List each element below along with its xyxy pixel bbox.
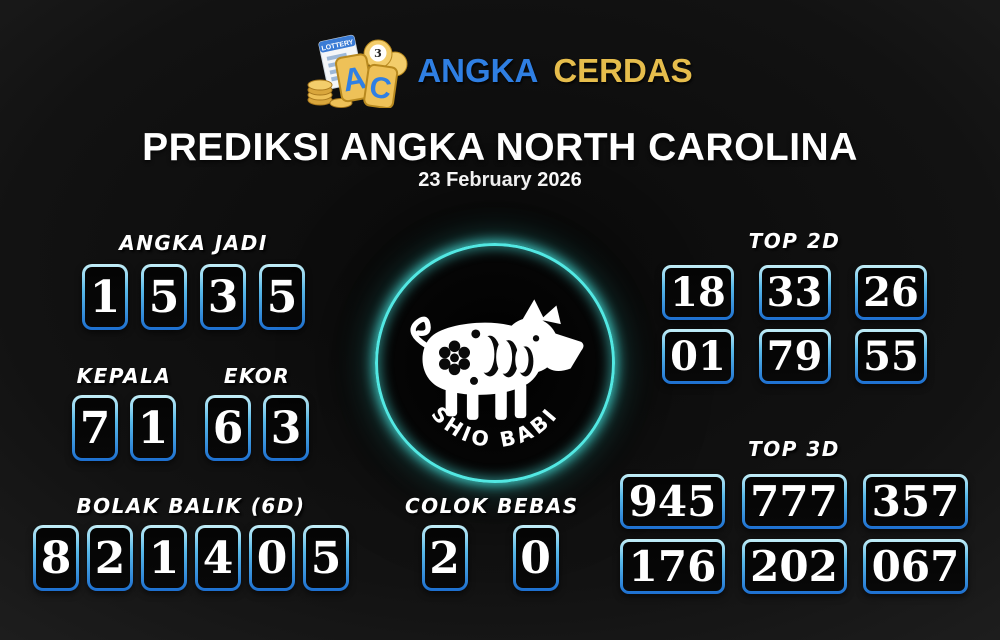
digit-box: 1 — [82, 264, 128, 330]
number-box: 357 — [863, 474, 968, 529]
number-value: 33 — [766, 269, 823, 316]
number-value: 067 — [871, 542, 960, 591]
digit-box: 3 — [263, 395, 309, 461]
section-kepala: KEPALA 7 1 — [72, 364, 176, 461]
number-value: 202 — [750, 542, 838, 591]
number-box: 01 — [662, 329, 734, 384]
number-box: 202 — [742, 539, 847, 594]
digit-value: 1 — [89, 271, 121, 323]
digit-value: 6 — [212, 402, 244, 454]
number-box: 33 — [759, 265, 831, 320]
coins-icon — [307, 79, 353, 108]
number-box: 945 — [620, 474, 725, 529]
digit-box: 3 — [200, 264, 246, 330]
number-value: 26 — [863, 269, 919, 316]
digit-value: 8 — [40, 532, 72, 584]
digit-box: 7 — [72, 395, 118, 461]
digit-value: 5 — [266, 271, 298, 323]
colok-bebas-label: COLOK BEBAS — [405, 494, 579, 518]
section-colok-bebas: COLOK BEBAS 2 0 — [405, 494, 579, 591]
digit-value: 3 — [270, 402, 302, 454]
bolak-balik-label: BOLAK BALIK (6D) — [76, 494, 306, 518]
digit-value: 4 — [202, 532, 234, 584]
section-bolak-balik: BOLAK BALIK (6D) 8 2 1 4 0 5 — [33, 494, 349, 591]
card-a-icon: A — [335, 53, 374, 103]
card-letter-c: C — [368, 71, 394, 107]
prediction-date: 23 February 2026 — [418, 169, 582, 191]
number-box: 176 — [620, 539, 725, 594]
digit-value: 0 — [520, 532, 551, 584]
ekor-label: EKOR — [223, 364, 291, 388]
shio-label: SHIO BABI — [427, 402, 560, 453]
digit-value: 5 — [310, 532, 342, 584]
digit-box: 4 — [195, 525, 241, 591]
number-value: 176 — [628, 542, 717, 591]
ball-number: 3 — [374, 47, 382, 60]
page-title: PREDIKSI ANGKA NORTH CAROLINA — [142, 126, 858, 169]
number-value: 945 — [628, 477, 717, 526]
logo-text-angka: ANGKA — [417, 52, 539, 89]
number-value: 01 — [670, 333, 726, 380]
logo: LOTTERY 3 — [0, 34, 1000, 108]
number-value: 18 — [670, 269, 726, 316]
digit-value: 0 — [256, 532, 288, 584]
number-value: 79 — [766, 333, 823, 380]
number-box: 18 — [662, 265, 734, 320]
number-value: 777 — [750, 477, 838, 526]
digit-box: 1 — [130, 395, 176, 461]
section-top-3d: TOP 3D 945 777 357 176 202 067 — [620, 437, 968, 594]
number-box: 26 — [855, 265, 927, 320]
digit-value: 2 — [94, 532, 126, 584]
section-ekor: EKOR 6 3 — [205, 364, 309, 461]
digit-box: 0 — [249, 525, 295, 591]
digit-box: 6 — [205, 395, 251, 461]
angka-jadi-label: ANGKA JADI — [119, 231, 268, 255]
shio-label-arc: SHIO BABI — [427, 402, 564, 453]
digit-value: 1 — [148, 532, 180, 584]
card-c-icon: C — [363, 63, 399, 108]
pig-icon — [410, 299, 584, 420]
number-box: 55 — [855, 329, 927, 384]
shio-zodiac-circle: SHIO BABI — [375, 243, 615, 483]
digit-box: 2 — [422, 525, 468, 591]
top-3d-label: TOP 3D — [748, 437, 840, 461]
kepala-label: KEPALA — [76, 364, 172, 388]
number-value: 357 — [871, 477, 960, 526]
digit-value: 1 — [137, 402, 169, 454]
lottery-logo-icon: LOTTERY 3 — [307, 34, 408, 108]
digit-box: 1 — [141, 525, 187, 591]
digit-value: 5 — [148, 271, 180, 323]
number-box: 067 — [863, 539, 968, 594]
digit-value: 2 — [429, 532, 460, 584]
number-box: 79 — [759, 329, 831, 384]
digit-value: 3 — [207, 271, 239, 323]
digit-box: 5 — [259, 264, 305, 330]
digit-box: 2 — [87, 525, 133, 591]
svg-text:SHIO BABI: SHIO BABI — [427, 402, 564, 453]
number-value: 55 — [863, 333, 919, 380]
logo-text-cerdas: CERDAS — [553, 52, 693, 89]
digit-box: 8 — [33, 525, 79, 591]
top-2d-label: TOP 2D — [748, 229, 841, 253]
digit-box: 5 — [141, 264, 187, 330]
digit-box: 0 — [513, 525, 559, 591]
section-angka-jadi: ANGKA JADI 1 5 3 5 — [82, 231, 305, 330]
digit-box: 5 — [303, 525, 349, 591]
digit-value: 7 — [79, 402, 111, 454]
section-top-2d: TOP 2D 18 33 26 01 79 55 — [662, 229, 927, 384]
number-box: 777 — [742, 474, 847, 529]
